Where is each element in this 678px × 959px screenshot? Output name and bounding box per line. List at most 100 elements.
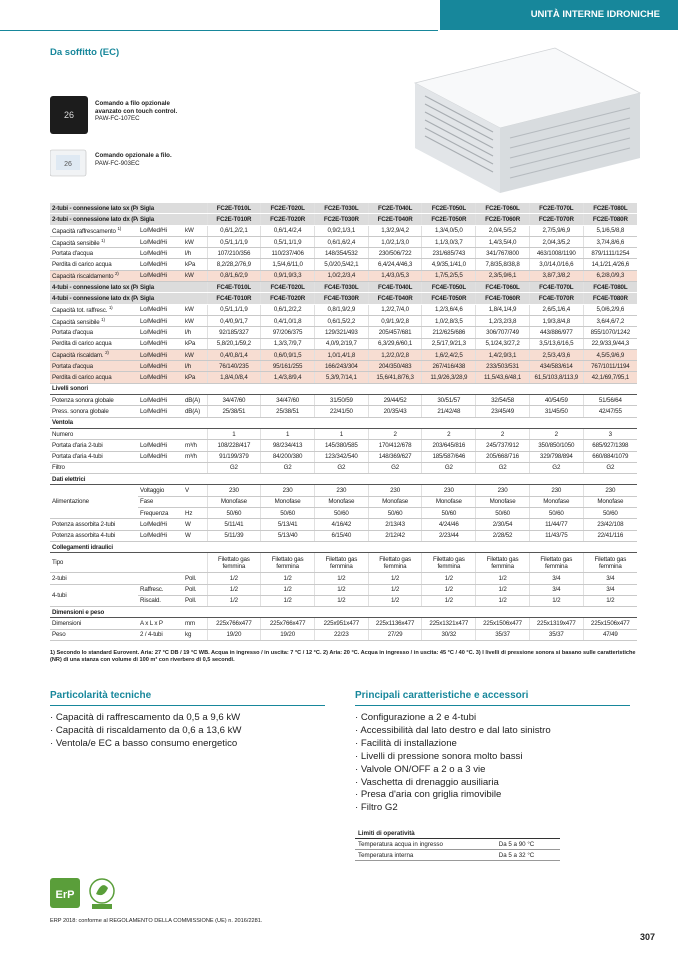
cell: 2/12/42 — [367, 530, 422, 542]
cell: 1/2 — [367, 595, 422, 608]
cell: 1/2 — [206, 584, 261, 596]
section-header: Dimensioni e peso — [50, 606, 637, 619]
cell: 1/2 — [475, 584, 530, 596]
cell: 2 — [421, 428, 476, 441]
label-text: Portata d'acqua — [52, 249, 93, 257]
cell: 6/15/40 — [313, 530, 369, 542]
cell: 230 — [260, 484, 315, 497]
cell: 1,0/2,8/3,5 — [421, 315, 476, 328]
cell: 350/850/1050 — [528, 439, 584, 452]
cell: 685/927/1398 — [582, 439, 637, 452]
limits-row: Temperatura acqua in ingresso Da 5 a 90 °… — [355, 838, 560, 850]
cell: 50/60 — [528, 507, 584, 520]
cell: G2 — [313, 462, 369, 475]
cell: G2 — [528, 462, 584, 475]
cell: 0,6/1,6/2,4 — [313, 236, 369, 249]
row-label: Potenza assorbita 4-tubi — [50, 530, 138, 542]
row-sub: Lo/Med/Hi — [138, 518, 183, 531]
cell: 463/1008/1190 — [528, 247, 584, 260]
list-item: Facilità di installazione — [355, 738, 630, 751]
cell: FC4E-T030L — [313, 281, 369, 294]
limits-head: Limiti di operatività — [355, 828, 560, 839]
cell: 1,9/3,8/4,8 — [528, 315, 584, 328]
cell: 2/30/54 — [475, 518, 530, 531]
label-text: Capacità raffrescamento — [52, 228, 116, 236]
table-row: 4-tubi - connessione lato sx (PAW-)Sigla… — [50, 281, 637, 294]
svg-text:26: 26 — [64, 161, 72, 168]
rule — [0, 30, 438, 31]
footnote-ref: 1) — [108, 305, 113, 311]
table-row: Capacità raffrescamento 1) Lo/Med/Hi kW 0,6… — [50, 225, 637, 237]
row-unit: mm — [183, 617, 208, 630]
cell: 50/60 — [260, 507, 315, 520]
cell: 205/457/681 — [367, 326, 422, 339]
section-header: Collegamenti idraulici — [50, 541, 637, 554]
cell: 21/42/48 — [421, 405, 476, 418]
row-label: Portata d'acqua — [50, 360, 138, 373]
cell: 1,3/3,7/9,7 — [260, 338, 315, 350]
cell: 1,4/3,5/4,0 — [475, 236, 530, 249]
cell: 2 — [475, 428, 530, 441]
cell: 1/2 — [475, 595, 530, 608]
row-unit: dB(A) — [183, 405, 208, 418]
label-text: Portata d'aria 4-tubi — [52, 453, 103, 461]
label-text: 4-tubi - connessione lato sx (PAW-) — [52, 283, 138, 291]
row-sub: Lo/Med/Hi — [138, 530, 183, 542]
cell: 1,6/2,4/2,5 — [421, 349, 476, 362]
label-text: Potenza sonora globale — [52, 396, 114, 404]
cell: FC4E-T020L — [260, 281, 315, 294]
list-item: Presa d'aria con griglia rimovibile — [355, 789, 630, 802]
row-unit: kW — [183, 304, 208, 316]
cell: FC2E-T030R — [313, 213, 369, 226]
row-unit: Poll. — [183, 572, 208, 585]
cell: Filettato gas femmina — [475, 552, 530, 574]
cell: Monofase — [367, 496, 422, 509]
cell: 61,5/103,8/113,9 — [528, 371, 584, 384]
table-row: Capacità riscaldamento 2) Lo/Med/Hi kW 0,8/… — [50, 270, 637, 283]
cell: 1,0/2,2/3,4 — [313, 270, 369, 283]
table-row: 2-tubi - connessione lato dx (PAW-)Sigla… — [50, 213, 637, 226]
features: Particolarità tecniche Capacità di raffr… — [50, 690, 325, 751]
control-code: PAW-FC-903EC — [95, 159, 140, 167]
table-row: 2-tubi Poll. 1/2 1/2 1/2 1/2 1/2 1/2 3/4 3/4 — [50, 572, 637, 585]
control-2: Comando opzionale a filo. PAW-FC-903EC — [95, 152, 185, 167]
cell: FC4E-T060L — [475, 281, 530, 294]
row-unit: kPa — [183, 371, 208, 384]
row-label: Filtro — [50, 462, 208, 475]
table-row: Ventola — [50, 417, 637, 429]
cell: 1/2 — [313, 572, 369, 585]
cell: 1,2/2,7/4,0 — [367, 304, 422, 316]
cell: 225x1506x477 — [475, 617, 530, 630]
row-sub: Voltaggio — [138, 484, 183, 497]
cell: 51/56/64 — [582, 394, 637, 407]
cell: 22/41/50 — [313, 405, 369, 418]
erp-logo: ErP — [56, 889, 75, 901]
cell: 2 — [367, 428, 422, 441]
list-item: Filtro G2 — [355, 802, 630, 815]
cell: 4/24/46 — [421, 518, 476, 531]
row-label: 4-tubi — [50, 584, 138, 608]
limits-title: Limiti di operatività — [355, 828, 560, 839]
table-row: Filtro G2 G2 G2 G2 G2 G2 G2 G2 — [50, 462, 637, 475]
table-row: Alimentazione Voltaggio V 230 230 230 230 230 23… — [50, 484, 637, 520]
row-sub: Sigla — [138, 292, 208, 305]
label-text: 4-tubi — [52, 591, 67, 599]
cell: 23/45/49 — [475, 405, 530, 418]
cell: 1/2 — [206, 595, 261, 608]
cell: 92/185/327 — [206, 326, 261, 339]
cell: 97/206/375 — [260, 326, 315, 339]
cell: 2/28/52 — [475, 530, 530, 542]
section-header: Ventola — [50, 417, 637, 429]
cell: 91/199/379 — [206, 451, 261, 463]
cell: 50/60 — [475, 507, 530, 520]
table-row: 4-tubi - connessione lato dx (PAW-)Sigla… — [50, 292, 637, 305]
limits-body: Temperatura acqua in ingresso Da 5 a 90 °… — [355, 838, 560, 861]
row-label: 2-tubi - connessione lato sx (PAW-) — [50, 203, 138, 215]
row-label: Potenza sonora globale — [50, 394, 138, 407]
cell: 1,8/4,1/4,9 — [475, 304, 530, 316]
row-sub: Frequenza — [138, 507, 183, 520]
cell: FC2E-T010L — [206, 203, 261, 215]
row-label: Dimensioni — [50, 617, 138, 630]
cell: 25/38/51 — [260, 405, 315, 418]
cell: FC2E-T070R — [528, 213, 584, 226]
